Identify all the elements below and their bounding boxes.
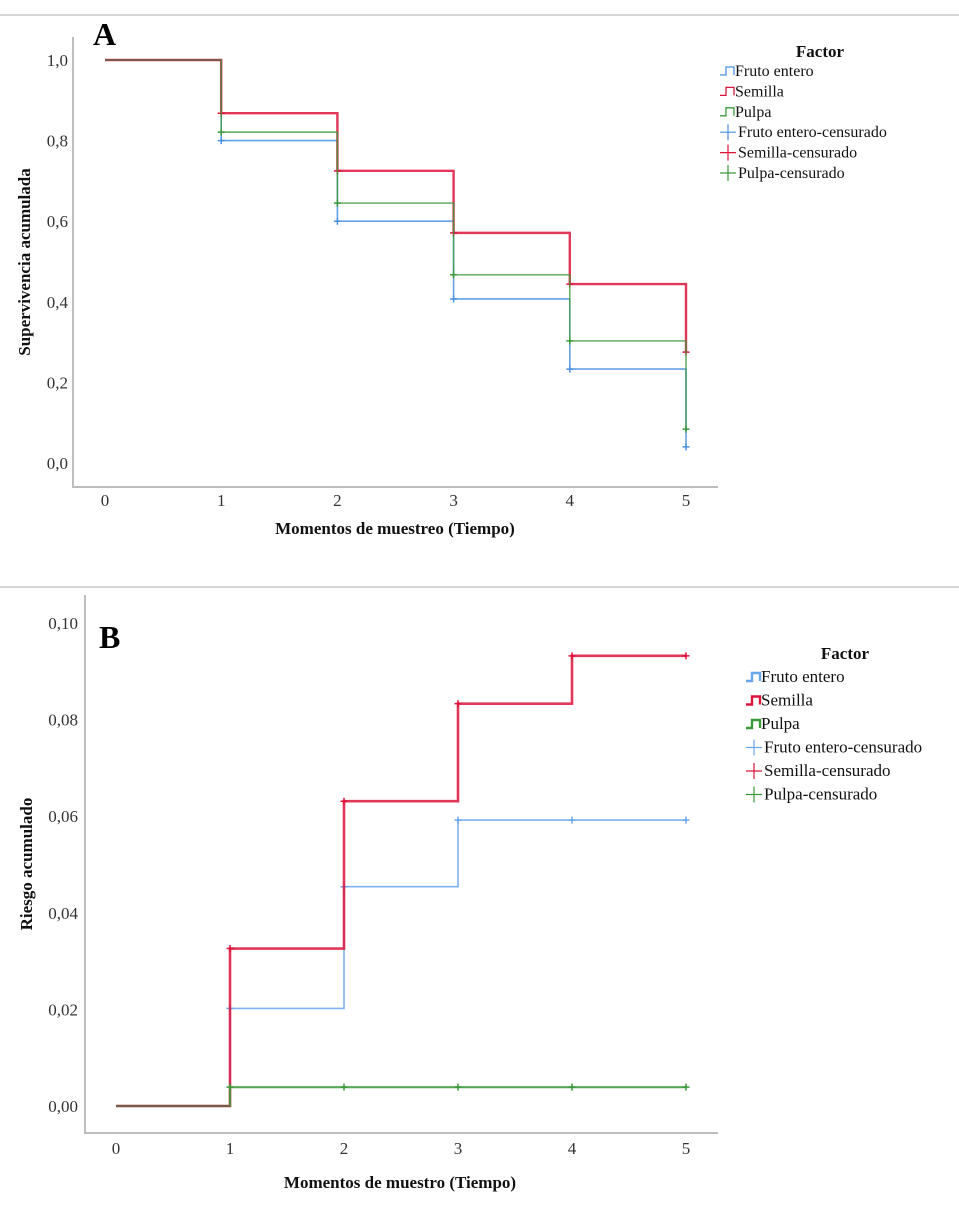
panel-label-a: A: [93, 16, 116, 52]
legend-step-icon: [746, 695, 762, 706]
legend-censor-icon: [746, 763, 762, 779]
chart-a-censor-mark: [566, 337, 574, 345]
chart-a-x-axis-label: Momentos de muestreo (Tiempo): [275, 519, 515, 538]
chart-a-legend-item: Pulpa: [735, 104, 771, 121]
legend-step-icon: [720, 66, 735, 76]
chart-a-y-axis-label: Supervivencia acumulada: [15, 168, 34, 356]
chart-b-legend: Factor Fruto entero Semilla Pulpa Fruto ent…: [746, 644, 922, 804]
chart-b-x-axis-label: Momentos de muestro (Tiempo): [284, 1173, 516, 1192]
chart-a-legend-item: Semilla-censurado: [738, 145, 857, 162]
chart-a-x-tick-label: 1: [217, 491, 226, 510]
chart-a-y-tick-label: 0,2: [47, 373, 68, 392]
chart-b-censor-mark: [454, 1083, 462, 1091]
chart-b-censor-mark: [454, 700, 462, 708]
chart-b-legend-item: Pulpa: [761, 714, 800, 733]
legend-censor-icon: [720, 124, 736, 141]
chart-a-x-tick-label: 2: [333, 491, 342, 510]
chart-a-x-tick-label: 5: [682, 491, 691, 510]
chart-b-x-tick-label: 4: [568, 1139, 577, 1158]
chart-a-survival: A 0,0 0,2 0,4 0,6 0,8 1,0 0 1 2 3 4 5 Momentos de …: [15, 16, 887, 538]
chart-a-x-tick-label: 0: [101, 491, 110, 510]
chart-b-censor-mark: [226, 1083, 234, 1091]
chart-b-y-axis-label: Riesgo acumulado: [17, 798, 36, 931]
chart-a-censor-mark: [217, 128, 225, 136]
chart-b-legend-item: Semilla: [761, 691, 813, 710]
chart-a-censor-mark: [333, 217, 341, 225]
chart-b-y-tick-label: 0,00: [48, 1097, 78, 1116]
chart-b-x-tick-label: 0: [112, 1139, 121, 1158]
panel-label-b: B: [99, 619, 120, 655]
chart-a-y-tick-label: 1,0: [47, 51, 68, 70]
chart-a-x-tick-label: 3: [449, 491, 458, 510]
chart-b-x-tick-label: 2: [340, 1139, 349, 1158]
chart-b-series-fruto-entero: [116, 819, 686, 1107]
chart-a-series-pulpa: [105, 59, 687, 430]
chart-b-censor-mark: [682, 1083, 690, 1091]
legend-step-icon: [746, 718, 762, 730]
chart-b-legend-item: Semilla-censurado: [764, 761, 891, 780]
chart-b-censor-mark: [568, 816, 576, 824]
chart-a-axes: [72, 37, 718, 488]
legend-step-icon: [720, 86, 735, 97]
chart-a-legend-title: Factor: [796, 42, 845, 61]
chart-a-censor-mark: [682, 443, 690, 451]
chart-a-legend: Factor Fruto entero Semilla Pulpa Fruto ent…: [720, 42, 887, 182]
legend-step-icon: [746, 671, 762, 683]
chart-b-series-semilla: [116, 654, 686, 1108]
chart-b-legend-title: Factor: [821, 644, 870, 663]
chart-a-y-tick-label: 0,4: [47, 293, 69, 312]
chart-a-series-semilla: [105, 58, 688, 353]
chart-a-censor-mark: [333, 199, 341, 207]
chart-b-hazard: B 0,00 0,02 0,04 0,06 0,08 0,10 0 1 2 3 4 5 Moment…: [17, 595, 922, 1192]
chart-b-y-tick-label: 0,04: [48, 904, 78, 923]
chart-a-legend-item: Pulpa-censurado: [738, 165, 845, 182]
chart-b-legend-item: Fruto entero-censurado: [764, 738, 922, 757]
chart-a-censor-mark: [566, 365, 574, 373]
chart-a-y-tick-label: 0,8: [47, 132, 68, 151]
chart-b-censor-mark: [340, 797, 348, 805]
chart-a-legend-item: Semilla: [735, 83, 784, 100]
chart-b-legend-item: Fruto entero: [761, 667, 845, 686]
chart-b-censor-mark: [682, 652, 690, 660]
chart-a-legend-item: Fruto entero-censurado: [738, 124, 887, 141]
chart-b-legend-item: Pulpa-censurado: [764, 785, 877, 804]
chart-b-axes: [84, 595, 718, 1134]
chart-a-censor-mark: [217, 137, 225, 145]
chart-b-censor-mark: [454, 816, 462, 824]
chart-b-censor-mark: [340, 1083, 348, 1091]
chart-a-x-tick-label: 4: [566, 491, 575, 510]
legend-step-icon: [720, 107, 735, 117]
chart-a-legend-item: Fruto entero: [735, 63, 814, 80]
chart-a-censor-mark: [450, 271, 458, 279]
chart-b-y-tick-label: 0,10: [48, 614, 78, 633]
legend-censor-icon: [746, 786, 762, 803]
legend-censor-icon: [720, 144, 736, 161]
chart-b-series-pulpa: [116, 1086, 686, 1108]
chart-a-y-tick-label: 0,0: [47, 454, 68, 473]
chart-b-censor-mark: [682, 816, 690, 824]
chart-b-censor-mark: [226, 945, 234, 953]
chart-b-x-tick-label: 1: [226, 1139, 235, 1158]
chart-a-y-tick-label: 0,6: [47, 212, 68, 231]
chart-b-censor-mark: [568, 1083, 576, 1091]
chart-b-y-tick-label: 0,08: [48, 711, 78, 730]
chart-a-censor-mark: [682, 425, 690, 433]
chart-a-censor-mark: [450, 295, 458, 303]
chart-b-y-tick-label: 0,02: [48, 1000, 78, 1019]
chart-b-y-tick-label: 0,06: [48, 807, 78, 826]
chart-a-series-fruto-entero: [105, 59, 687, 447]
chart-b-x-tick-label: 3: [454, 1139, 463, 1158]
chart-b-x-tick-label: 5: [682, 1139, 691, 1158]
chart-b-censor-mark: [568, 652, 576, 660]
legend-censor-icon: [720, 165, 736, 181]
legend-censor-icon: [746, 739, 762, 756]
